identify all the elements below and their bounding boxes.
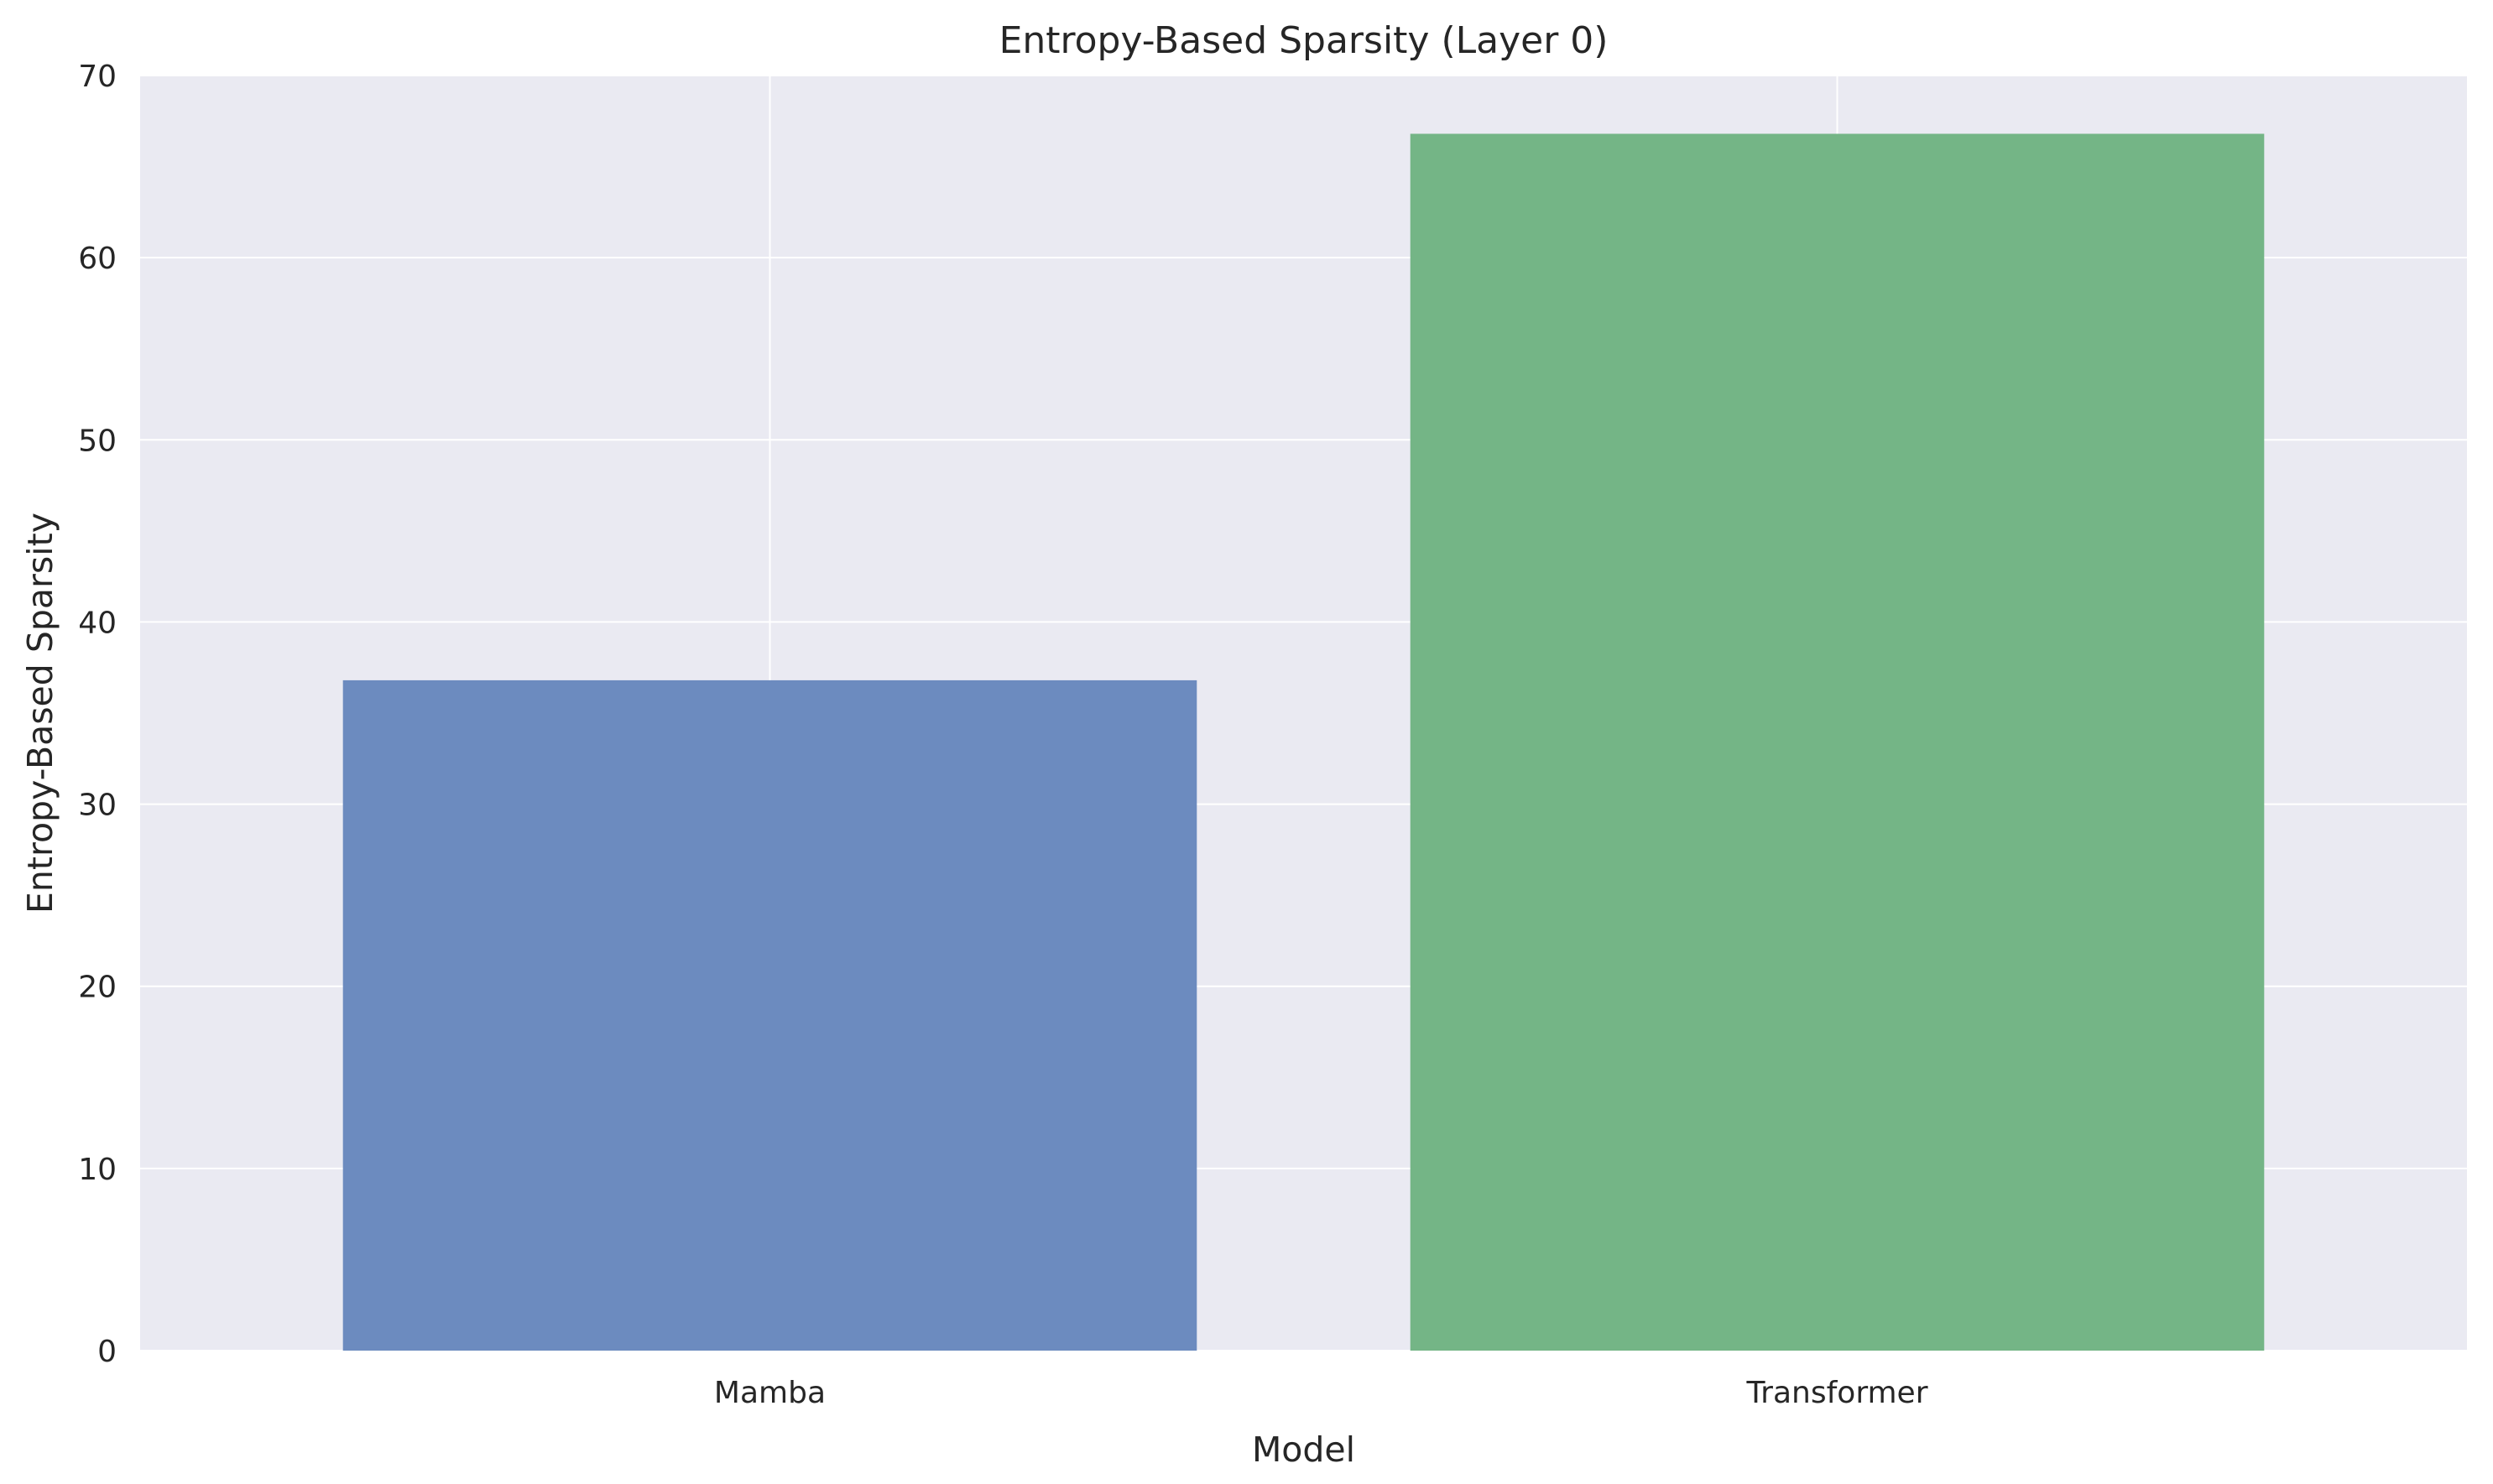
x-tick-label: Mamba <box>714 1376 826 1410</box>
y-tick-label: 70 <box>78 60 117 94</box>
y-tick-label: 10 <box>78 1153 117 1187</box>
y-axis-label: Entropy-Based Sparsity <box>20 513 60 914</box>
y-tick-label: 30 <box>78 789 117 823</box>
y-tick-label: 60 <box>78 242 117 276</box>
chart-title: Entropy-Based Sparsity (Layer 0) <box>999 19 1609 62</box>
x-axis-ticks: Mamba Transformer <box>714 1376 1928 1410</box>
bar-mamba <box>342 680 1197 1351</box>
y-tick-label: 40 <box>78 606 117 640</box>
x-tick-label: Transformer <box>1745 1376 1927 1410</box>
bars <box>342 133 2265 1351</box>
y-tick-label: 20 <box>78 971 117 1005</box>
y-axis-ticks: 0 10 20 30 40 50 60 70 <box>78 60 117 1369</box>
bar-transformer <box>1410 133 2265 1351</box>
y-tick-label: 50 <box>78 424 117 458</box>
x-axis-label: Model <box>1252 1429 1355 1470</box>
y-tick-label: 0 <box>97 1335 117 1369</box>
